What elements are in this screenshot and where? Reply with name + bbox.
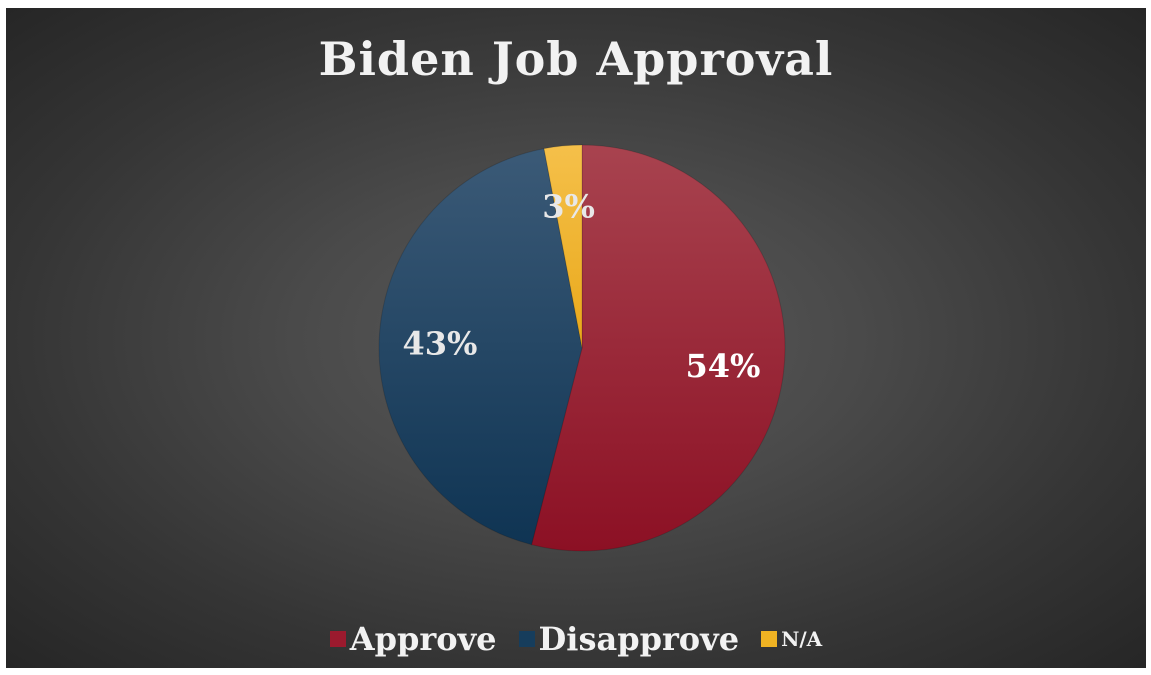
legend: Approve Disapprove N/A [6, 620, 1146, 658]
legend-swatch-approve [329, 631, 346, 647]
chart-title: Biden Job Approval [318, 32, 834, 86]
pie-slice-na[interactable] [543, 144, 583, 349]
data-label-na: 3% [542, 188, 595, 226]
legend-label-disapprove: Disapprove [538, 620, 740, 658]
pie-chart: 54% 43% 3% [378, 144, 786, 552]
data-label-approve: 54% [686, 347, 761, 385]
legend-label-approve: Approve [349, 620, 497, 658]
pie-slice-approve[interactable] [530, 144, 786, 552]
chart-area: Biden Job Approval 54% 43% 3% Approve [6, 8, 1146, 668]
data-label-disapprove: 43% [403, 325, 478, 363]
legend-swatch-na [761, 631, 778, 647]
pie-slice-disapprove[interactable] [378, 148, 583, 546]
legend-item-na[interactable]: N/A [761, 627, 822, 651]
legend-swatch-disapprove [518, 631, 535, 647]
legend-label-na: N/A [781, 627, 823, 651]
legend-item-approve[interactable]: Approve [329, 620, 497, 658]
legend-item-disapprove[interactable]: Disapprove [518, 620, 740, 658]
